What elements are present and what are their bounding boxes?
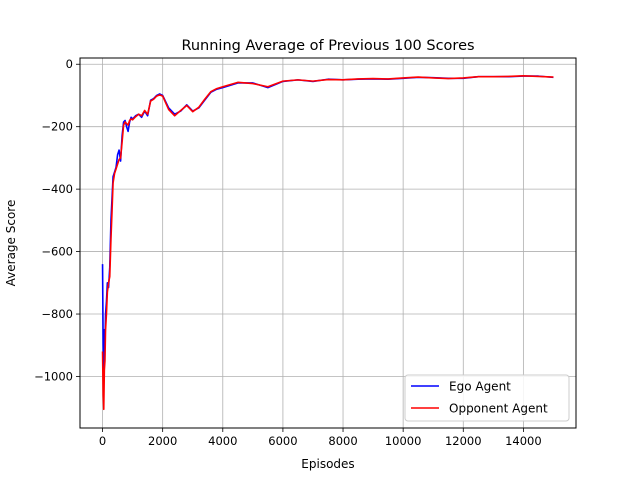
series-line-opponent bbox=[101, 75, 554, 411]
y-tick-label: −200 bbox=[41, 120, 73, 134]
y-gridlines bbox=[80, 63, 576, 377]
chart-title: Running Average of Previous 100 Scores bbox=[181, 38, 474, 54]
x-tick-label: 0 bbox=[99, 434, 106, 448]
x-axis-label: Episodes bbox=[301, 457, 354, 471]
y-tick-label: −400 bbox=[41, 182, 73, 196]
axes-background bbox=[80, 58, 576, 428]
legend-label-opponent: Opponent Agent bbox=[449, 402, 548, 416]
x-tick-label: 6000 bbox=[268, 434, 297, 448]
x-gridlines bbox=[102, 58, 524, 428]
y-tick-label: −1000 bbox=[34, 369, 73, 383]
x-axis-ticks: 0 2000 4000 6000 8000 10000 12000 14000 bbox=[99, 428, 542, 448]
legend: Ego Agent Opponent Agent bbox=[404, 374, 570, 422]
x-tick-label: 12000 bbox=[445, 434, 482, 448]
y-axis-ticks: −1000 −800 −600 −400 −200 0 bbox=[34, 57, 80, 383]
x-tick-label: 14000 bbox=[505, 434, 542, 448]
legend-box bbox=[404, 374, 570, 422]
y-tick-label: −600 bbox=[41, 245, 73, 259]
x-tick-label: 4000 bbox=[208, 434, 237, 448]
plot-area bbox=[79, 57, 577, 429]
legend-label-ego: Ego Agent bbox=[449, 380, 511, 394]
series-layer bbox=[101, 75, 554, 411]
x-tick-label: 2000 bbox=[148, 434, 177, 448]
y-tick-label: −800 bbox=[41, 307, 73, 321]
axes-frame bbox=[79, 57, 577, 429]
y-axis-label: Average Score bbox=[4, 200, 18, 287]
x-tick-label: 8000 bbox=[328, 434, 357, 448]
x-tick-label: 10000 bbox=[385, 434, 422, 448]
y-tick-label: 0 bbox=[66, 57, 73, 71]
